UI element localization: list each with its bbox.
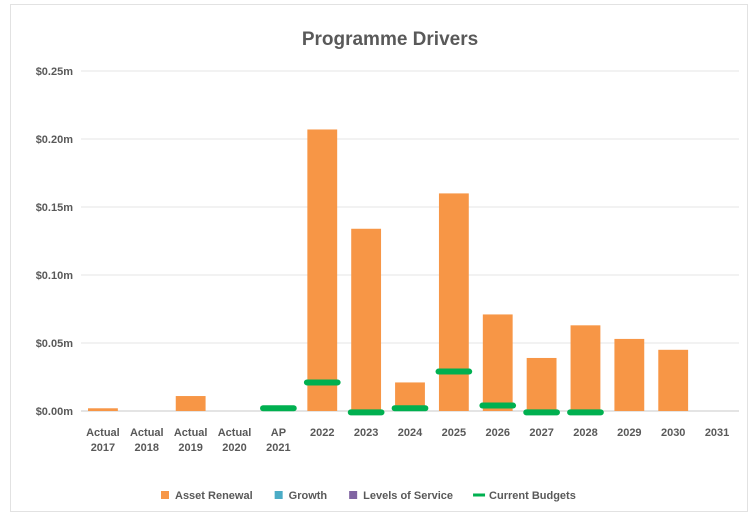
bar-asset-renewal	[482, 314, 513, 411]
bar-asset-renewal	[570, 325, 601, 411]
x-tick-label: 2019	[178, 442, 202, 454]
legend-label: Growth	[289, 490, 328, 502]
x-tick-label: AP	[271, 427, 286, 439]
bar-asset-renewal	[175, 396, 206, 411]
legend: Asset Renewal Growth Levels of Service Curr…	[161, 490, 576, 502]
x-tick-label: 2021	[266, 442, 290, 454]
x-tick-label: Actual	[86, 427, 120, 439]
legend-swatch	[274, 491, 283, 499]
bar-asset-renewal	[614, 338, 645, 411]
x-tick-label: 2028	[573, 427, 597, 439]
bar-asset-renewal	[88, 408, 118, 411]
bar-asset-renewal	[438, 193, 469, 411]
x-tick-label: 2030	[661, 427, 685, 439]
bar-asset-renewal	[526, 357, 557, 411]
x-tick-label: 2026	[485, 427, 509, 439]
x-tick-label: 2024	[398, 427, 423, 439]
x-tick-label: 2022	[310, 427, 334, 439]
legend-swatch	[161, 491, 169, 499]
x-tick-label: 2027	[529, 427, 553, 439]
budget-markers	[260, 368, 604, 416]
legend-swatch	[349, 491, 358, 499]
y-tick-label: $0.10m	[36, 270, 74, 282]
y-tick-label: $0.20m	[36, 134, 74, 146]
y-tick-label: $0.25m	[36, 66, 74, 78]
x-tick-label: 2018	[135, 442, 159, 454]
x-tick-label: Actual	[130, 427, 164, 439]
x-tick-label: 2025	[442, 427, 466, 439]
legend-label: Current Budgets	[489, 490, 576, 502]
x-tick-label: 2017	[91, 442, 115, 454]
bars	[88, 129, 689, 411]
chart-title: Programme Drivers	[302, 29, 478, 50]
x-axis-labels: Actual 2017 Actual 2018 Actual 2019 Actual 2020…	[86, 427, 729, 454]
legend-label: Levels of Service	[363, 490, 453, 502]
programme-drivers-chart: Programme Drivers $0.00m $0.05m $0.10m $0.1…	[36, 29, 739, 502]
legend-label: Asset Renewal	[175, 490, 253, 502]
x-tick-label: 2023	[354, 427, 378, 439]
x-tick-label: Actual	[174, 427, 208, 439]
bar-asset-renewal	[351, 228, 382, 411]
x-tick-label: Actual	[218, 427, 252, 439]
y-tick-label: $0.00m	[36, 406, 74, 418]
x-tick-label: 2020	[222, 442, 246, 454]
x-tick-label: 2029	[617, 427, 641, 439]
chart-container: Programme Drivers $0.00m $0.05m $0.10m $0.1…	[10, 4, 748, 512]
bar-asset-renewal	[658, 349, 689, 411]
bar-asset-renewal	[307, 129, 338, 411]
y-tick-label: $0.05m	[36, 338, 74, 350]
x-tick-label: 2031	[705, 427, 729, 439]
y-axis-labels: $0.00m $0.05m $0.10m $0.15m $0.20m $0.25m	[36, 66, 74, 418]
y-tick-label: $0.15m	[36, 202, 74, 214]
